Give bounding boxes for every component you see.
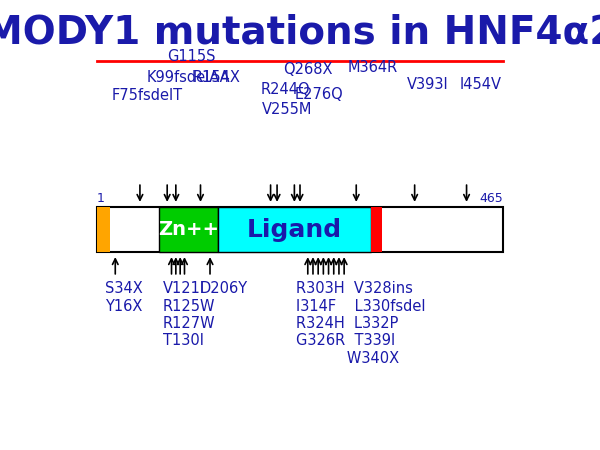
Bar xyxy=(218,207,371,252)
Bar xyxy=(97,207,503,252)
Text: V255M: V255M xyxy=(262,102,313,117)
Bar xyxy=(97,207,110,252)
Text: M364R: M364R xyxy=(347,60,398,75)
Text: Q268X: Q268X xyxy=(284,62,333,76)
Text: R244Q: R244Q xyxy=(260,82,310,97)
Text: 465: 465 xyxy=(479,192,503,205)
Text: Ligand: Ligand xyxy=(247,217,342,242)
Text: V393I: V393I xyxy=(407,77,449,92)
Text: 1: 1 xyxy=(97,192,104,205)
Text: D206Y: D206Y xyxy=(200,281,248,296)
Text: S34X
Y16X: S34X Y16X xyxy=(106,281,143,314)
Text: F75fsdelT: F75fsdelT xyxy=(112,89,183,104)
Text: R154X: R154X xyxy=(193,71,241,86)
Bar xyxy=(160,207,218,252)
Text: MODY1 mutations in HNF4α2: MODY1 mutations in HNF4α2 xyxy=(0,14,600,51)
Text: K99fsdelAA: K99fsdelAA xyxy=(146,71,230,86)
Text: I454V: I454V xyxy=(459,77,501,92)
Text: Zn++: Zn++ xyxy=(158,220,219,239)
Text: V121I
R125W
R127W
T130I: V121I R125W R127W T130I xyxy=(163,281,215,348)
Bar xyxy=(371,207,382,252)
Text: R303H  V328ins
I314F    L330fsdel
R324H  L332P
G326R  T339I
           W340X: R303H V328ins I314F L330fsdel R324H L332… xyxy=(296,281,425,366)
Text: E276Q: E276Q xyxy=(295,87,343,102)
Text: G115S: G115S xyxy=(167,49,215,64)
